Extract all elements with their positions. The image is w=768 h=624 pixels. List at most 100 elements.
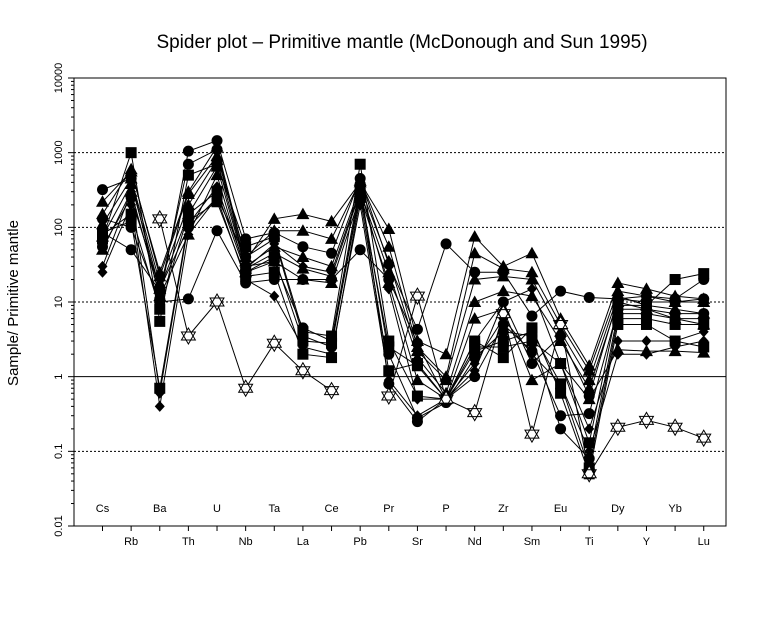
star-part: [610, 418, 626, 432]
data-point-square: [211, 158, 223, 170]
x-axis-categories: Cs Rb Ba Th U Nb Ta La Ce Pb Pr Sr P Nd Zr Sm Eu Ti Dy Y Yb L…: [96, 503, 710, 548]
x-category-Cs: Cs: [96, 503, 110, 515]
data-point-circle: [411, 323, 423, 335]
x-category-Pr: Pr: [383, 503, 394, 515]
data-point-circle: [211, 135, 223, 147]
data-point-triangle: [525, 246, 539, 259]
data-point-square: [182, 208, 194, 220]
data-point-diamond: [154, 387, 165, 399]
data-point-square: [698, 268, 710, 280]
star-part: [266, 338, 283, 353]
x-category-Sr: Sr: [412, 536, 423, 548]
data-point-circle: [555, 285, 567, 297]
data-point-circle: [125, 173, 137, 185]
star-part: [466, 408, 483, 422]
star-part: [295, 361, 311, 376]
data-point-star: [495, 304, 512, 323]
data-point-square: [526, 322, 538, 334]
data-point-square: [640, 299, 652, 311]
data-point-diamond: [212, 181, 223, 193]
data-point-square: [583, 437, 595, 449]
data-point-circle: [440, 238, 452, 250]
data-point-square: [297, 335, 309, 347]
data-point-square: [669, 318, 681, 330]
data-point-diamond: [698, 326, 709, 338]
data-point-diamond: [469, 365, 480, 377]
data-point-circle: [97, 213, 108, 225]
data-point-diamond: [355, 184, 366, 196]
data-point-square: [182, 169, 194, 181]
grid-lines: [74, 152, 726, 452]
x-category-Zr: Zr: [498, 503, 509, 515]
data-point-triangle: [468, 246, 482, 259]
data-point-diamond: [97, 266, 108, 278]
star-part: [524, 425, 540, 439]
star-part: [295, 366, 311, 380]
data-point-square: [326, 330, 338, 342]
data-point-square: [669, 274, 681, 286]
y-tick-label: 1000: [53, 140, 65, 164]
data-point-square: [125, 147, 137, 159]
data-point-triangle: [468, 312, 482, 324]
data-point-circle: [182, 158, 194, 170]
data-point-diamond: [698, 335, 709, 347]
data-point-square: [469, 345, 481, 357]
data-point-triangle: [296, 207, 310, 220]
data-point-diamond: [526, 283, 537, 295]
data-point-diamond: [612, 335, 623, 347]
x-category-La: La: [297, 536, 310, 548]
star-part: [209, 297, 225, 311]
star-part: [552, 319, 569, 334]
series-15: [151, 209, 712, 483]
star-part: [151, 209, 168, 224]
data-point-diamond: [297, 260, 308, 272]
data-point-diamond: [670, 341, 681, 353]
data-point-square: [497, 352, 509, 364]
data-point-triangle: [468, 273, 482, 285]
star-part: [495, 309, 512, 323]
data-point-square: [469, 335, 481, 347]
data-point-circle: [297, 274, 309, 286]
series-line: [102, 197, 704, 476]
y-tick-label: 10000: [53, 63, 65, 94]
data-point-circle: [583, 408, 595, 420]
star-part: [552, 315, 569, 329]
data-point-triangle: [496, 284, 510, 297]
star-part: [667, 422, 683, 437]
data-point-triangle: [325, 214, 339, 227]
data-point-square: [526, 335, 538, 347]
x-category-Rb: Rb: [124, 536, 138, 548]
x-category-Ta: Ta: [268, 503, 281, 515]
star-part: [695, 433, 712, 448]
data-point-circle: [97, 184, 108, 196]
data-point-diamond: [498, 296, 509, 308]
data-point-circle: [211, 144, 223, 156]
data-point-circle: [125, 192, 137, 204]
data-point-triangle: [410, 373, 424, 386]
data-point-circle: [469, 266, 481, 278]
data-point-circle: [326, 274, 338, 286]
star-part: [638, 415, 655, 430]
data-point-diamond: [641, 335, 652, 347]
chart-title: Spider plot – Primitive mantle (McDonoug…: [156, 32, 647, 53]
data-point-triangle: [525, 265, 539, 278]
data-point-square: [497, 341, 509, 353]
series-line: [102, 165, 704, 395]
star-part: [180, 331, 197, 346]
data-point-diamond: [555, 358, 566, 370]
data-point-star: [638, 411, 655, 430]
data-point-diamond: [326, 348, 337, 360]
x-category-Pb: Pb: [353, 536, 366, 548]
data-point-star: [237, 379, 254, 398]
series-line: [102, 152, 704, 445]
data-point-diamond: [355, 199, 366, 211]
data-point-triangle: [96, 195, 109, 207]
data-point-diamond: [240, 263, 251, 275]
data-point-circle: [211, 225, 223, 237]
data-point-triangle: [439, 347, 453, 360]
x-category-Dy: Dy: [611, 503, 625, 515]
data-point-square: [383, 341, 395, 353]
data-point-square: [97, 227, 108, 239]
data-point-diamond: [469, 358, 480, 370]
data-point-circle: [383, 258, 395, 270]
